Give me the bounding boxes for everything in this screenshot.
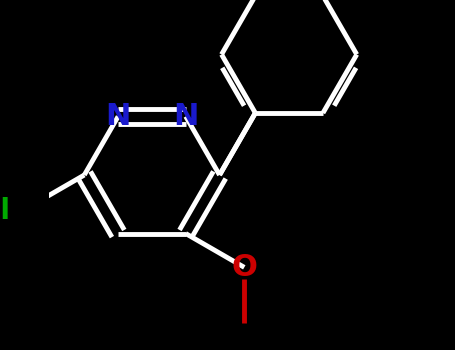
Text: O: O: [231, 253, 257, 282]
Text: Cl: Cl: [0, 197, 10, 225]
Text: N: N: [106, 102, 131, 131]
Text: N: N: [173, 102, 198, 131]
